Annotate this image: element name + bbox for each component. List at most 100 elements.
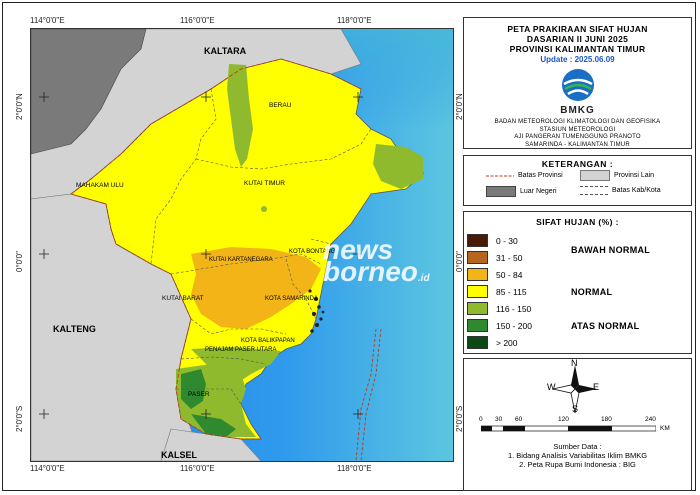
tick-top-118: 118°0'0"E <box>337 16 372 25</box>
compass-icon <box>552 365 597 414</box>
class-50-84: 50 - 84 <box>467 268 522 281</box>
swatch-150-200 <box>467 319 488 332</box>
group-bawah-normal: BAWAH NORMAL <box>571 245 651 255</box>
swatch-116-150 <box>467 302 488 315</box>
class-label: 0 - 30 <box>496 235 518 246</box>
watermark: news borneo.id <box>323 234 430 292</box>
class-label: 85 - 115 <box>496 286 527 297</box>
compass-n: N <box>571 358 578 368</box>
class-label: 116 - 150 <box>496 303 532 314</box>
sifat-hujan-heading: SIFAT HUJAN (%) : <box>536 217 619 227</box>
bmkg-logo-icon <box>561 69 594 101</box>
bmkg-text: BMKG <box>560 105 595 116</box>
label-mahakam-ulu: MAHAKAM ULU <box>76 182 124 189</box>
class-label: 50 - 84 <box>496 269 523 280</box>
legend-luar-negeri: Luar Negeri <box>486 186 557 197</box>
label-penajam: PENAJAM PASER UTARA <box>205 347 277 353</box>
institution-line2: STASIUN METEOROLOGI <box>539 126 616 133</box>
sifat-hujan-panel: SIFAT HUJAN (%) : 0 - 30 31 - 50 50 - 84… <box>463 211 692 354</box>
zone-east-green <box>373 144 423 189</box>
tick-top-114: 114°0'0"E <box>30 16 65 25</box>
tick-top-116: 116°0'0"E <box>180 16 215 25</box>
sea-boundary-1 <box>355 328 377 461</box>
compass-w: W <box>547 382 556 392</box>
zone-south-green1 <box>191 347 281 384</box>
label-kota-bontang: KOTA BONTANG <box>289 249 336 255</box>
legend-batas-provinsi-label: Batas Provinsi <box>518 172 563 179</box>
swatch-50-84 <box>467 268 488 281</box>
class-85-115: 85 - 115 <box>467 285 527 298</box>
tick-bottom-114: 114°0'0"E <box>30 464 65 473</box>
label-kota-samarinda: KOTA SAMARINDA <box>265 296 318 302</box>
legend-batas-provinsi: Batas Provinsi <box>486 172 563 179</box>
label-kutai-timur: KUTAI TIMUR <box>244 180 285 187</box>
provinsi-lain-swatch <box>580 170 610 181</box>
watermark-borneo: borneo <box>323 256 418 287</box>
tick-left-2n: 2°0'0"N <box>15 93 24 120</box>
zone-paser-dark2 <box>191 414 236 437</box>
keterangan-panel: KETERANGAN : Batas Provinsi Provinsi Lai… <box>463 155 692 206</box>
scale-bar <box>481 425 656 432</box>
sea-boundary-2 <box>360 328 382 461</box>
batas-kab-swatch <box>580 186 608 195</box>
tick-bottom-118: 118°0'0"E <box>337 464 372 473</box>
source-panel: Sumber Data : 1. Bidang Analisis Variabi… <box>463 437 692 491</box>
grid-crosses <box>39 92 363 419</box>
swatch-over-200 <box>467 336 488 349</box>
group-atas-normal: ATAS NORMAL <box>571 321 640 331</box>
label-berau: BERAU <box>269 102 292 109</box>
compass-s: S <box>572 404 579 414</box>
title-line1: PETA PRAKIRAAN SIFAT HUJAN <box>507 24 648 34</box>
update-date: Update : 2025.06.09 <box>540 55 615 64</box>
legend-provinsi-lain: Provinsi Lain <box>580 170 654 181</box>
label-kutai-barat: KUTAI BARAT <box>162 295 204 302</box>
province-boundary-north <box>70 58 362 195</box>
legend-luar-negeri-label: Luar Negeri <box>520 188 557 195</box>
legend-provinsi-lain-label: Provinsi Lain <box>614 172 655 179</box>
tick-bottom-116: 116°0'0"E <box>180 464 215 473</box>
map-svg <box>31 29 453 461</box>
compass-e: E <box>593 382 600 392</box>
scale-30: 30 <box>495 416 503 423</box>
map-frame <box>2 2 696 491</box>
class-150-200: 150 - 200 <box>467 319 532 332</box>
zone-small-green <box>261 206 267 212</box>
institution-line1: BADAN METEOROLOGI KLIMATOLOGI DAN GEOFIS… <box>494 119 661 125</box>
scale-0: 0 <box>479 416 483 423</box>
title-line3: PROVINSI KALIMANTAN TIMUR <box>509 44 646 54</box>
swatch-0-30 <box>467 234 488 247</box>
scale-60: 60 <box>515 416 523 423</box>
watermark-news: news <box>323 234 394 265</box>
tick-left-0: 0°0'0" <box>15 251 24 272</box>
label-kutai-kartanegara: KUTAI KARTANEGARA <box>209 257 273 263</box>
luar-negeri-swatch <box>486 186 516 197</box>
province-line-icon <box>486 175 514 176</box>
legend-batas-kab: Batas Kab/Kota <box>580 186 661 195</box>
class-0-30: 0 - 30 <box>467 234 518 247</box>
watermark-suffix: .id <box>417 273 430 284</box>
title-panel: PETA PRAKIRAAN SIFAT HUJAN DASARIAN II J… <box>463 17 692 149</box>
class-label: > 200 <box>496 337 518 348</box>
scale-120: 120 <box>558 416 569 423</box>
class-116-150: 116 - 150 <box>467 302 531 315</box>
label-kalsel: KALSEL <box>161 450 197 460</box>
class-label: 150 - 200 <box>496 320 532 331</box>
source-line1: 1. Bidang Analisis Variabilitas Iklim BM… <box>507 451 648 460</box>
label-kota-balikpapan: KOTA BALIKPAPAN <box>241 338 295 344</box>
label-kaltara: KALTARA <box>204 46 247 56</box>
keterangan-heading: KETERANGAN : <box>541 159 614 169</box>
tick-left-2s: 2°0'0"S <box>15 405 24 432</box>
foreign-country <box>31 29 147 155</box>
scale-unit: KM <box>660 425 670 432</box>
compass-scale-panel: N S E W 0 30 60 120 180 240 KM <box>463 358 692 438</box>
class-label: 31 - 50 <box>496 252 523 263</box>
zone-50-84 <box>191 247 321 329</box>
swatch-31-50 <box>467 251 488 264</box>
title-line2: DASARIAN II JUNI 2025 <box>526 34 629 44</box>
institution-line4: SAMARINDA - KALIMANTAN TIMUR <box>525 141 630 148</box>
institution-line3: AJI PANGERAN TUMENGGUNG PRANOTO <box>514 134 641 140</box>
label-kalteng: KALTENG <box>53 324 96 334</box>
regency-boundaries <box>150 88 372 405</box>
map-area: KALTARA KALTENG KALSEL BERAU MAHAKAM ULU… <box>30 28 454 462</box>
class-over-200: > 200 <box>467 336 518 349</box>
